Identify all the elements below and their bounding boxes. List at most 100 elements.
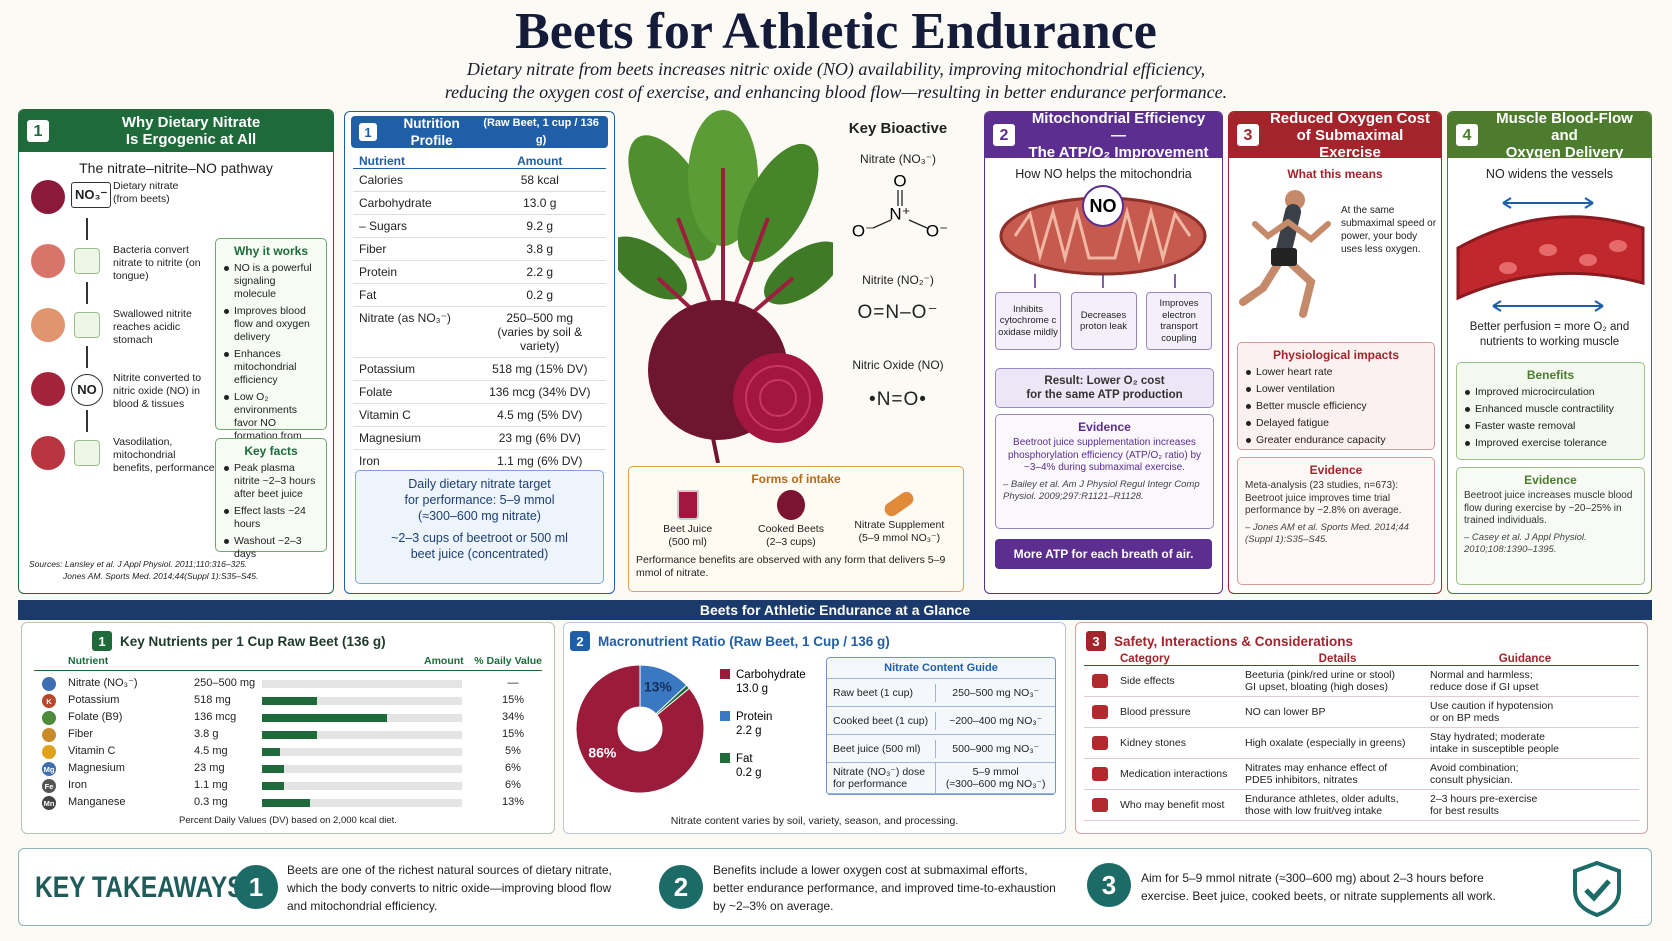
- table-cell: Blood pressure: [1120, 705, 1191, 718]
- intake-card: Forms of intake Beet Juice (500 ml) Cook…: [628, 466, 964, 592]
- sources: Sources: Lansley et al. J Appl Physiol. …: [29, 558, 258, 582]
- dv-bar: [262, 782, 285, 790]
- table-cell: 250–500 mg (varies by soil & variety): [497, 311, 583, 353]
- nutrient-name: Iron: [68, 779, 87, 791]
- table-cell: 500–900 mg NO₃⁻: [952, 742, 1040, 755]
- intake-label: Cooked Beets (2–3 cups): [758, 523, 824, 548]
- bar-track: [262, 697, 462, 705]
- effect-box: Improves electron transport coupling: [1146, 292, 1212, 350]
- table-cell: 2.2 g: [526, 265, 554, 279]
- table-cell: Fiber: [359, 242, 387, 256]
- legend-name: Protein: [736, 711, 772, 723]
- column-header: Nutrient: [359, 154, 405, 168]
- nutrient-icon: Fe: [42, 779, 56, 793]
- nutrient-name: Magnesium: [68, 762, 125, 774]
- nutrition-table: Nutrient Amount Calories 58 kcal Carbohydra…: [353, 154, 606, 473]
- step-icon-small: [74, 440, 100, 466]
- column-header: % Daily Value: [474, 655, 542, 667]
- table-row: Fat 0.2 g: [353, 284, 606, 307]
- guide-rows: Raw beet (1 cup) 250–500 mg NO₃⁻ Cooked be…: [827, 679, 1055, 794]
- intake-item: Nitrate Supplement (5–9 mmol NO₃⁻): [844, 489, 954, 549]
- nutrient-amount: 3.8 g: [194, 728, 219, 740]
- donut-slice: [575, 664, 705, 794]
- dv-label: 5%: [505, 745, 521, 757]
- table-cell: Endurance athletes, older adults, those …: [1245, 792, 1399, 818]
- intake-item: Beet Juice (500 ml): [638, 490, 738, 549]
- table-cell: 250–500 mg NO₃⁻: [952, 686, 1040, 699]
- table-cell: 4.5 mg (5% DV): [497, 408, 583, 422]
- dv-bar: [262, 697, 318, 705]
- card-title: Key facts: [244, 444, 298, 458]
- legend-name: Carbohydrate: [736, 669, 806, 681]
- formula: O=N–O⁻: [857, 302, 939, 323]
- step-text: Dietary nitrate (from beets): [113, 180, 179, 205]
- oxygen-panel: 3 Reduced Oxygen Cost of Submaximal Exerc…: [1228, 111, 1442, 594]
- table-row: Raw beet (1 cup) 250–500 mg NO₃⁻: [827, 679, 1055, 707]
- legend-amount: 2.2 g: [736, 725, 762, 737]
- table-cell: Use caution if hypotension or on BP meds: [1430, 699, 1554, 725]
- card-title: Evidence: [1309, 463, 1363, 477]
- atom: N⁺: [889, 204, 910, 223]
- nutrient-name: Fiber: [68, 728, 94, 740]
- step-tag: NO: [71, 374, 103, 406]
- card-title: Evidence: [1524, 473, 1577, 487]
- nutrient-name: Vitamin C: [68, 745, 116, 757]
- juice-icon: [676, 490, 699, 520]
- step-icon: [31, 244, 65, 278]
- table-cell: Cooked beet (1 cup): [827, 711, 937, 730]
- center-panel: Key Bioactive Nitrate (NO₃⁻) O N⁺ O⁻ O⁻ …: [618, 108, 976, 594]
- citation: – Bailey et al. Am J Physiol Regul Integ…: [1003, 478, 1200, 502]
- arrow: [86, 410, 88, 432]
- bullet: Lower heart rate: [1245, 366, 1427, 379]
- takeaway-number: 1: [234, 865, 278, 909]
- evidence-text: Beetroot juice supplementation increases…: [1007, 437, 1202, 473]
- mito-panel: 2 Mitochondrial Efficiency — The ATP/O₂ I…: [984, 111, 1223, 594]
- bar-track: [262, 731, 462, 739]
- runner: [1239, 190, 1331, 318]
- bullet: Lower ventilation: [1245, 383, 1427, 396]
- intake-items: Beet Juice (500 ml) Cooked Beets (2–3 cu…: [636, 489, 956, 549]
- legend-amount: 13.0 g: [736, 683, 768, 695]
- slice-label: 86%: [588, 744, 617, 760]
- column-header: Amount: [517, 154, 563, 168]
- atom: O⁻: [926, 221, 948, 240]
- dv-bar: [262, 714, 387, 722]
- intake-note: Performance benefits are observed with a…: [636, 554, 946, 579]
- arrow: [86, 346, 88, 368]
- step-text: Swallowed nitrite reaches acidic stomach: [113, 308, 192, 346]
- panel-title: Why Dietary Nitrate Is Ergogenic at All: [121, 114, 261, 148]
- bullet-list: Lower heart rate Lower ventilation Better …: [1245, 366, 1427, 447]
- result-box: Result: Lower O₂ cost for the same ATP p…: [995, 368, 1214, 408]
- step-icon: [31, 308, 65, 342]
- pathway-steps: NO₃⁻ Dietary nitrate (from beets) Bacteria…: [19, 110, 215, 550]
- citation: – Casey et al. J Appl Physiol. 2010;108:…: [1464, 531, 1587, 555]
- table-cell: High oxalate (especially in greens): [1245, 736, 1406, 749]
- macro-panel: 2 Macronutrient Ratio (Raw Beet, 1 Cup / …: [563, 622, 1066, 834]
- why-card: Why it works NO is a powerful signaling …: [215, 238, 327, 455]
- dv-bar: [262, 748, 281, 756]
- bullet: Improved exercise tolerance: [1464, 437, 1637, 450]
- table-header: Category Details Guidance: [1084, 653, 1639, 666]
- table-cell: – Sugars: [359, 219, 408, 233]
- bullet: Delayed fatigue: [1245, 417, 1427, 430]
- nutrient-icon: [42, 728, 56, 742]
- panel-header: 2 Mitochondrial Efficiency — The ATP/O₂ I…: [985, 112, 1222, 161]
- subtitle: Dietary nitrate from beets increases nit…: [0, 58, 1672, 104]
- dv-label: —: [507, 677, 519, 689]
- table-cell: Iron: [359, 454, 380, 468]
- badge: 2: [993, 124, 1015, 146]
- table-cell: Medication interactions: [1120, 767, 1228, 780]
- atom: O⁻: [852, 221, 874, 240]
- bullet: Greater endurance capacity: [1245, 434, 1427, 447]
- step-icon: [31, 372, 65, 406]
- table-row: Magnesium 23 mg (6% DV): [353, 427, 606, 450]
- nitrate-structure: O N⁺ O⁻ O⁻: [852, 171, 948, 240]
- nutrient-amount: 518 mg: [194, 694, 231, 706]
- table-cell: Normal and harmless; reduce dose if GI u…: [1430, 668, 1539, 694]
- legend-swatch: [720, 753, 730, 763]
- panel-subtitle: What this means: [1287, 167, 1383, 181]
- bullet: Enhances mitochondrial efficiency: [223, 348, 319, 387]
- beet-icon: [776, 490, 805, 520]
- title: Beets for Athletic Endurance: [515, 3, 1157, 60]
- step-icon-small: [74, 248, 100, 274]
